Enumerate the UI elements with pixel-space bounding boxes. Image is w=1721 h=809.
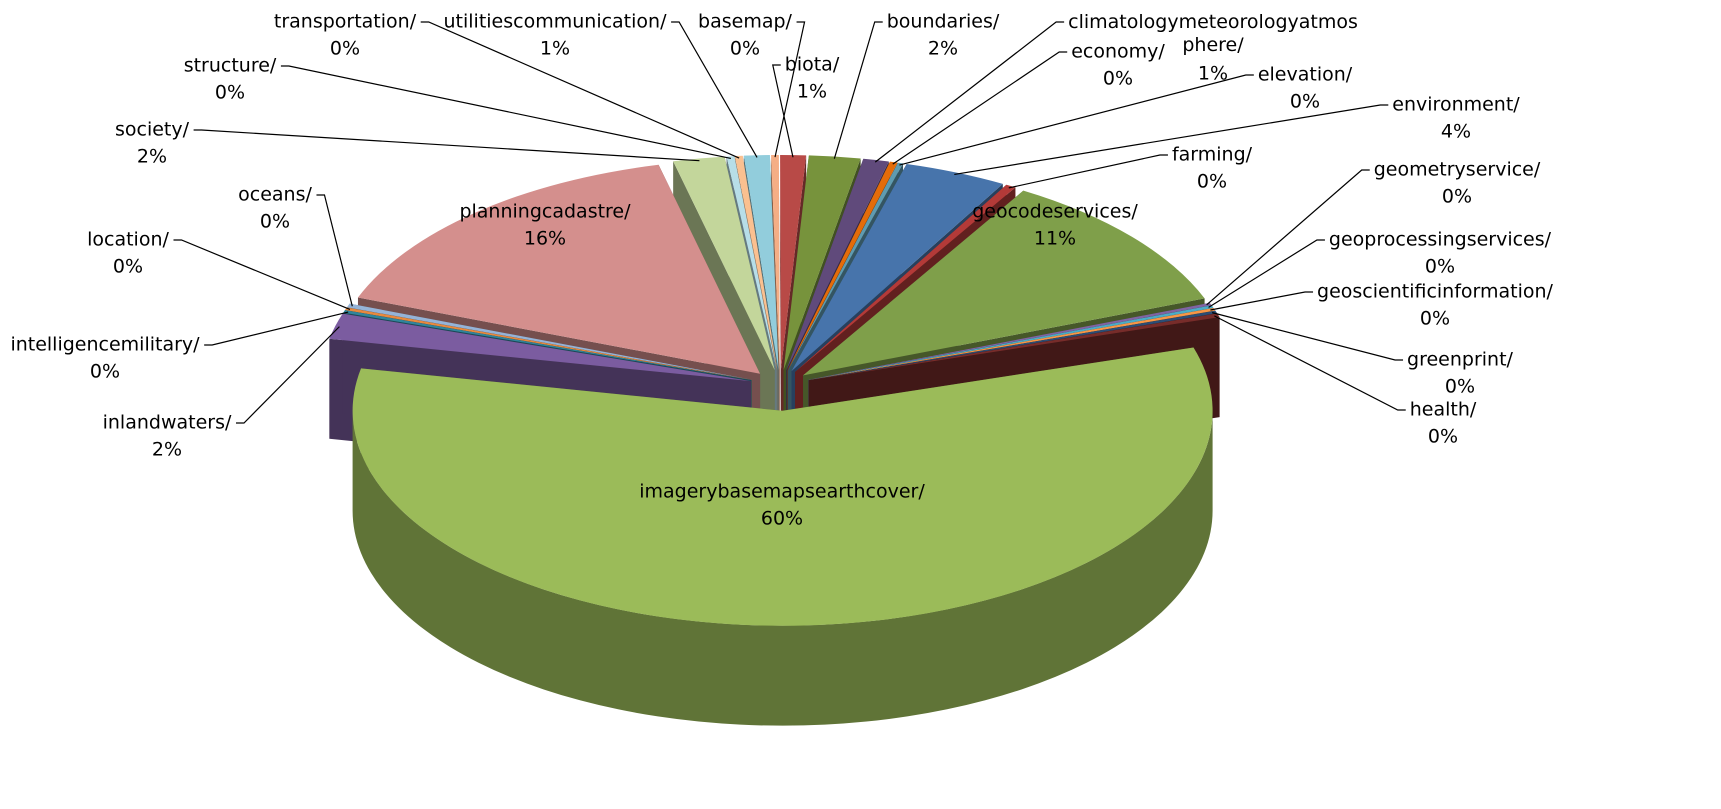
slice <box>352 347 1213 626</box>
slice <box>787 161 898 371</box>
slice-label: basemap/ <box>698 11 793 33</box>
leader-line <box>671 21 758 158</box>
slice-value-label: 1% <box>797 81 827 103</box>
slice-value-label: 0% <box>215 82 245 104</box>
slice-value-label: 0% <box>1425 256 1455 278</box>
slice-label: health/ <box>1410 399 1477 421</box>
slice-label: biota/ <box>785 54 840 76</box>
slice <box>743 155 779 370</box>
slice-value-label: 1% <box>1198 63 1228 85</box>
leader-line <box>1210 291 1314 311</box>
slice <box>771 154 780 370</box>
slice-label: imagerybasemapsearthcover/ <box>639 481 925 503</box>
slice-label: economy/ <box>1071 41 1165 63</box>
slice-value-label: 60% <box>761 508 803 530</box>
pie <box>329 154 1220 726</box>
slice <box>343 310 752 381</box>
leader-line <box>1208 239 1325 308</box>
slice-value-label: 16% <box>524 228 566 250</box>
leader-line <box>316 194 353 307</box>
slice <box>734 155 778 371</box>
slice-label: transportation/ <box>274 11 417 33</box>
slice <box>791 163 1003 372</box>
slice <box>808 308 1216 381</box>
slice-value-label: 0% <box>730 38 760 60</box>
slice <box>808 305 1214 380</box>
slice <box>808 310 1218 381</box>
slice-label: inlandwaters/ <box>103 412 232 434</box>
leader-line <box>235 326 340 424</box>
slice <box>808 302 1212 380</box>
slice <box>786 158 889 371</box>
slice-label: structure/ <box>184 55 277 77</box>
slice-wall <box>780 154 781 470</box>
slice <box>726 156 777 371</box>
slice-label: utilitiescommunication/ <box>444 11 668 33</box>
slice-value-label: 0% <box>1103 68 1133 90</box>
label-line: phere/ <box>1182 34 1244 56</box>
slice-value-label: 0% <box>1197 171 1227 193</box>
slice-label: geoprocessingservices/ <box>1329 229 1552 251</box>
slice-label: environment/ <box>1392 94 1520 116</box>
slice-value-label: 0% <box>1445 376 1475 398</box>
slice <box>357 164 761 374</box>
slice-label: society/ <box>115 119 190 141</box>
slice-label: location/ <box>87 229 169 251</box>
slice-value-label: 2% <box>137 146 167 168</box>
slice-value-label: 0% <box>1420 308 1450 330</box>
leader-line <box>774 21 806 158</box>
leader-line <box>899 74 1254 166</box>
slice-value-label: 0% <box>113 256 143 278</box>
leader-line <box>280 65 732 160</box>
slice <box>808 313 1220 381</box>
slice-value-label: 2% <box>152 439 182 461</box>
slice-label: geometryservice/ <box>1374 159 1541 181</box>
slice-value-label: 0% <box>1290 91 1320 113</box>
slice-value-label: 11% <box>1034 228 1076 250</box>
leader-line <box>772 64 794 158</box>
slice <box>787 162 904 371</box>
label-line: climatologymeteorologyatmos <box>1068 11 1358 33</box>
slice-value-label: 0% <box>1428 426 1458 448</box>
slice-side <box>352 410 1213 726</box>
slice-value-label: 1% <box>540 38 570 60</box>
slice-label: climatologymeteorologyatmos phere/ <box>1068 11 1358 56</box>
leader-line <box>173 239 351 311</box>
leader-line <box>1214 315 1406 411</box>
slice-label: greenprint/ <box>1407 349 1514 371</box>
slice-label: farming/ <box>1172 144 1253 166</box>
slice-label: geoscientificinformation/ <box>1317 281 1554 303</box>
leader-line <box>892 51 1068 165</box>
slice-label: intelligencemilitary/ <box>10 334 200 356</box>
slice-value-label: 0% <box>90 361 120 383</box>
slice <box>345 307 752 381</box>
leader-line <box>1212 312 1404 361</box>
leader-line <box>193 129 700 162</box>
slice <box>783 155 861 371</box>
slice-value-label: 4% <box>1441 121 1471 143</box>
slice-label: geocodeservices/ <box>972 201 1138 223</box>
leader-line <box>204 311 349 346</box>
slice-value-label: 2% <box>928 38 958 60</box>
slice-value-label: 0% <box>1442 186 1472 208</box>
slice <box>329 313 751 382</box>
leader-line <box>420 21 740 159</box>
leader-line <box>1206 169 1370 306</box>
slice <box>795 184 1016 372</box>
slice <box>780 154 807 370</box>
leader-line <box>1008 154 1168 189</box>
slice-value-label: 0% <box>330 38 360 60</box>
slice-label: elevation/ <box>1258 64 1353 86</box>
leader-line <box>874 21 1065 163</box>
slice <box>803 190 1205 376</box>
leader-line <box>833 21 883 159</box>
slice <box>673 156 775 371</box>
slice <box>346 303 752 380</box>
slice-value-label: 0% <box>260 211 290 233</box>
slice-label: planningcadastre/ <box>459 201 631 223</box>
slice-label: boundaries/ <box>887 11 1000 33</box>
leader-line <box>954 104 1389 176</box>
slice-label: oceans/ <box>238 184 312 206</box>
